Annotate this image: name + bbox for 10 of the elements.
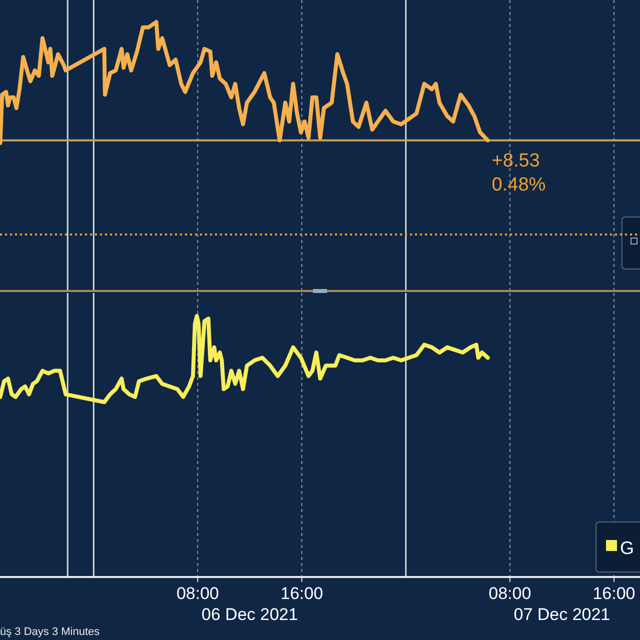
x-tick-label: 08:00	[176, 584, 219, 603]
text: 07 Dec 2021	[514, 605, 610, 624]
x-tick-label: 08:00	[488, 584, 532, 603]
annotation: 0.48%	[492, 174, 546, 196]
text: üş 3 Days 3 Minutes	[0, 626, 100, 638]
x-tick-label: 16:00	[280, 584, 324, 603]
x-tick-label: 16:00	[592, 584, 636, 603]
annotation: +8.53	[492, 150, 540, 172]
text: 06 Dec 2021	[202, 605, 298, 624]
legend-label: G	[620, 538, 634, 558]
